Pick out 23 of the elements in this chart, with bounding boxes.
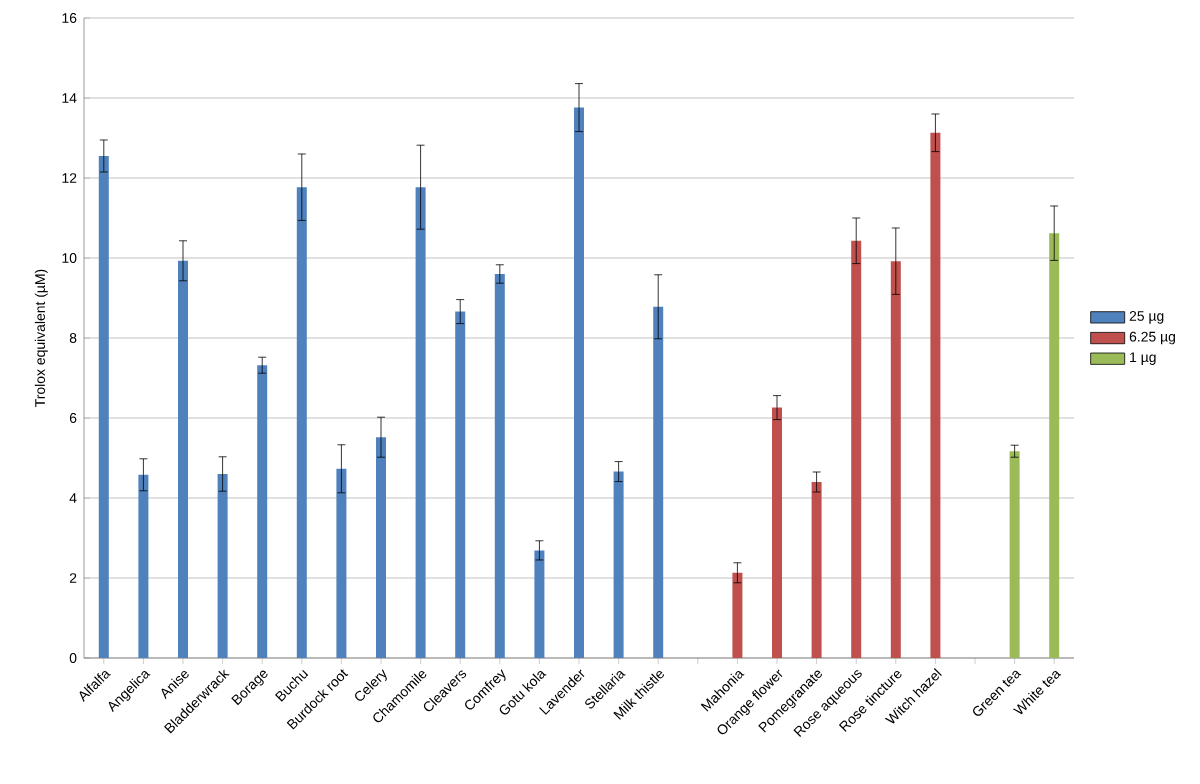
bar [732, 572, 743, 658]
bar [1009, 451, 1020, 658]
bar [178, 260, 188, 658]
bar [653, 306, 664, 658]
bar [1049, 233, 1060, 658]
bar [534, 550, 545, 658]
bar [574, 107, 584, 658]
bar [890, 261, 901, 658]
bar [494, 273, 505, 658]
bar [811, 482, 822, 658]
bar [930, 132, 941, 658]
bar [613, 471, 624, 658]
bar [772, 407, 783, 658]
bar [415, 187, 426, 658]
bar [376, 437, 386, 658]
bar [851, 240, 862, 658]
bar [217, 474, 228, 658]
bar [296, 187, 307, 658]
bar [98, 155, 109, 658]
bar [336, 468, 347, 658]
bar [138, 474, 149, 658]
bar [455, 311, 466, 658]
bar [257, 365, 268, 658]
